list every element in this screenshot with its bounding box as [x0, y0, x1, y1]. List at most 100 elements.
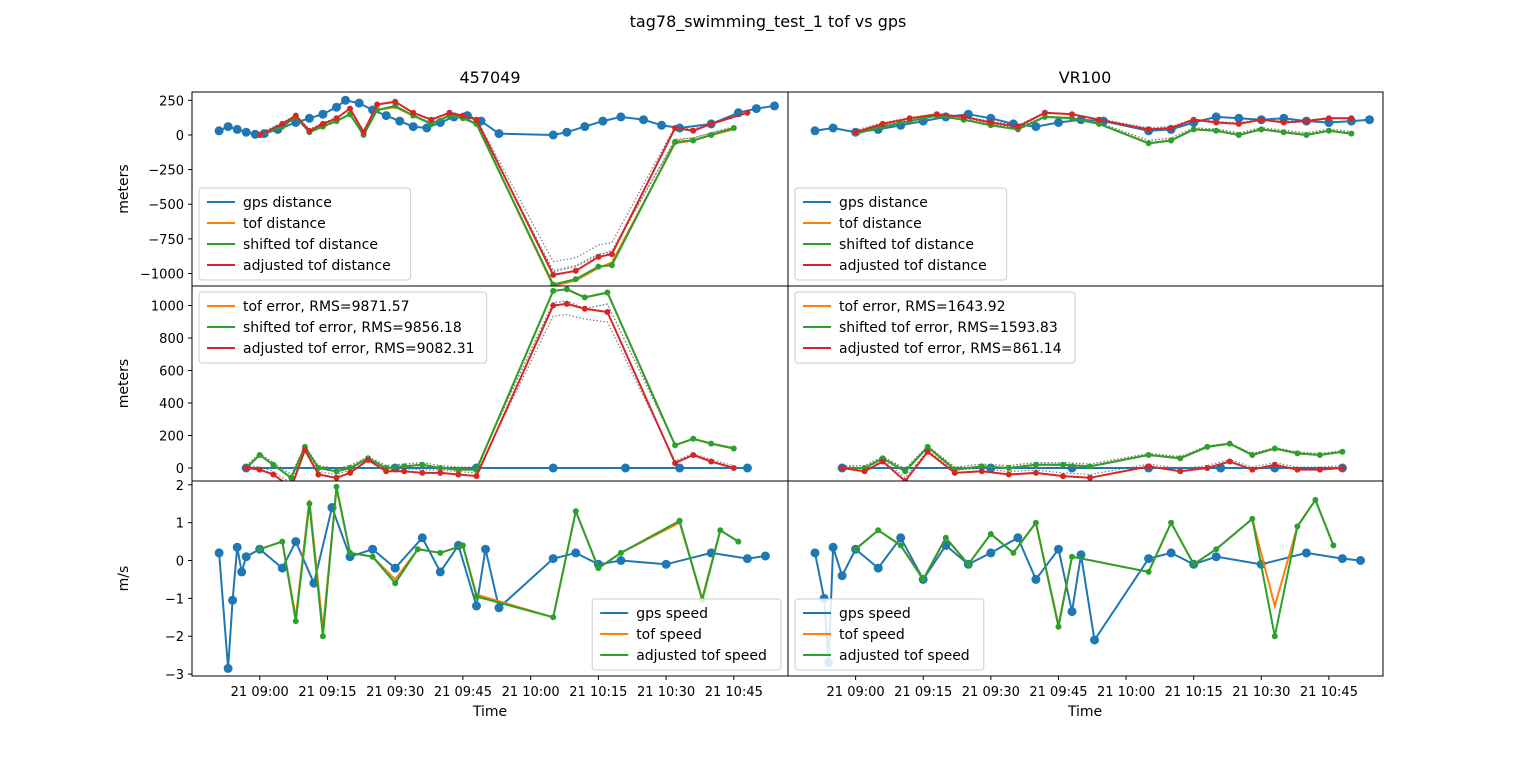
data-point-gps	[548, 130, 558, 140]
data-point-adjusted	[595, 253, 602, 260]
data-point-adjusted	[365, 456, 372, 463]
legend: gps speed tof speed adjusted tof speed	[794, 598, 985, 671]
data-point-adjusted	[1316, 466, 1323, 473]
x-tick-label: 21 09:45	[434, 685, 492, 700]
data-point-gps	[1211, 112, 1221, 122]
data-point-shifted	[1213, 127, 1220, 134]
data-point-adjusted	[270, 471, 277, 478]
plot-area	[214, 483, 770, 673]
data-point-shifted	[572, 276, 579, 283]
data-point-shifted	[256, 546, 263, 553]
data-point-shifted	[942, 534, 949, 541]
panel-distance-457049: 250 0 −250 −500 −750 −1000 meters gps distance t…	[116, 91, 789, 287]
legend-entry: shifted tof error, RMS=1593.83	[839, 320, 1058, 336]
data-point-adjusted	[1249, 466, 1256, 473]
data-point-adjusted	[347, 469, 353, 476]
data-point-gps	[228, 595, 238, 605]
data-point-adjusted	[428, 116, 435, 123]
data-point-gps	[580, 122, 590, 132]
reference-dotted-line	[245, 300, 734, 476]
data-point-gps	[214, 126, 224, 136]
data-point-shifted	[437, 549, 444, 556]
data-point-adjusted	[1032, 469, 1039, 476]
y-axis-label: meters	[116, 164, 132, 213]
y-tick-label: 1	[176, 517, 184, 532]
data-point-adjusted	[1303, 118, 1310, 125]
data-point-shifted	[924, 443, 931, 450]
data-point-shifted	[1096, 120, 1102, 127]
legend: gps speed tof speed adjusted tof speed	[591, 598, 782, 671]
data-point-shifted	[1226, 440, 1233, 447]
y-tick-label: −750	[148, 233, 184, 248]
data-point-shifted	[1145, 568, 1152, 575]
data-point-shifted	[1294, 450, 1301, 457]
data-point-shifted	[292, 618, 299, 625]
data-point-gps	[354, 98, 364, 108]
data-point-adjusted	[960, 113, 967, 120]
x-tick-label: 21 10:30	[637, 685, 695, 700]
data-point-shifted	[735, 538, 742, 545]
data-point-adjusted	[374, 101, 381, 108]
data-point-adjusted	[256, 132, 263, 138]
data-point-shifted	[672, 138, 679, 145]
data-point-adjusted	[951, 469, 958, 476]
x-tick-label: 21 10:15	[1165, 685, 1223, 700]
legend-box	[794, 291, 1076, 364]
legend-entry: gps speed	[839, 606, 911, 622]
data-point-gps	[1031, 574, 1041, 584]
data-point-adjusted	[319, 120, 326, 127]
data-point-adjusted	[852, 129, 859, 136]
data-point-gps	[1144, 554, 1154, 564]
data-point-shifted	[1005, 465, 1012, 471]
data-point-gps	[1234, 113, 1244, 123]
data-point-shifted	[604, 289, 611, 296]
data-point-gps	[435, 567, 445, 577]
data-point-shifted	[1177, 455, 1184, 462]
panel-error-457049: 1000 800 600 400 200 0 meters tof error, RMS=98…	[116, 285, 789, 491]
data-point-adjusted	[288, 485, 294, 491]
data-point-adjusted	[744, 109, 751, 116]
series-line-shifted	[855, 114, 1352, 145]
data-point-adjusted	[459, 112, 466, 119]
data-point-shifted	[1258, 126, 1265, 133]
data-point-adjusted	[730, 465, 737, 471]
data-point-gps	[481, 544, 490, 554]
legend-entry: adjusted tof speed	[636, 648, 767, 664]
data-point-adjusted	[347, 105, 353, 112]
data-point-shifted	[1249, 452, 1256, 458]
data-point-shifted	[1087, 463, 1093, 470]
data-point-gps	[828, 542, 838, 552]
panel-frame	[787, 480, 1384, 677]
data-point-shifted	[1041, 113, 1048, 120]
data-point-shifted	[1069, 115, 1075, 122]
data-point-shifted	[333, 468, 340, 475]
y-tick-label: 0	[176, 555, 184, 570]
data-point-adjusted	[987, 119, 994, 126]
data-point-adjusted	[1294, 466, 1301, 473]
panel-speed-VR100: 21 09:00 21 09:15 21 09:30 21 09:45 21 10:00…	[787, 0, 1384, 700]
data-point-gps	[381, 111, 391, 121]
data-point-shifted	[608, 262, 615, 269]
data-point-adjusted	[1177, 468, 1184, 475]
data-point-gps	[237, 567, 247, 577]
data-point-shifted	[1271, 633, 1278, 640]
data-point-adjusted	[1204, 465, 1211, 471]
data-point-shifted	[852, 546, 859, 553]
data-point-shifted	[690, 435, 697, 442]
data-point-shifted	[897, 542, 904, 549]
data-point-shifted	[1339, 448, 1346, 455]
reference-dotted-line	[856, 0, 1334, 62]
legend: tof error, RMS=1643.92 shifted tof error,…	[794, 291, 1076, 364]
legend-entry: tof error, RMS=9871.57	[243, 299, 410, 315]
data-point-shifted	[920, 576, 927, 583]
data-point-shifted	[414, 546, 421, 553]
data-point-shifted	[1145, 452, 1152, 458]
y-tick-label: 250	[159, 94, 184, 109]
x-tick-label: 21 10:45	[705, 685, 763, 700]
x-tick-label: 21 10:00	[502, 685, 560, 700]
data-point-shifted	[595, 263, 602, 270]
data-point-gps	[616, 112, 626, 122]
x-tick-label: 21 09:45	[1029, 685, 1087, 700]
data-point-adjusted	[333, 474, 340, 481]
legend-entry: adjusted tof distance	[839, 258, 987, 274]
